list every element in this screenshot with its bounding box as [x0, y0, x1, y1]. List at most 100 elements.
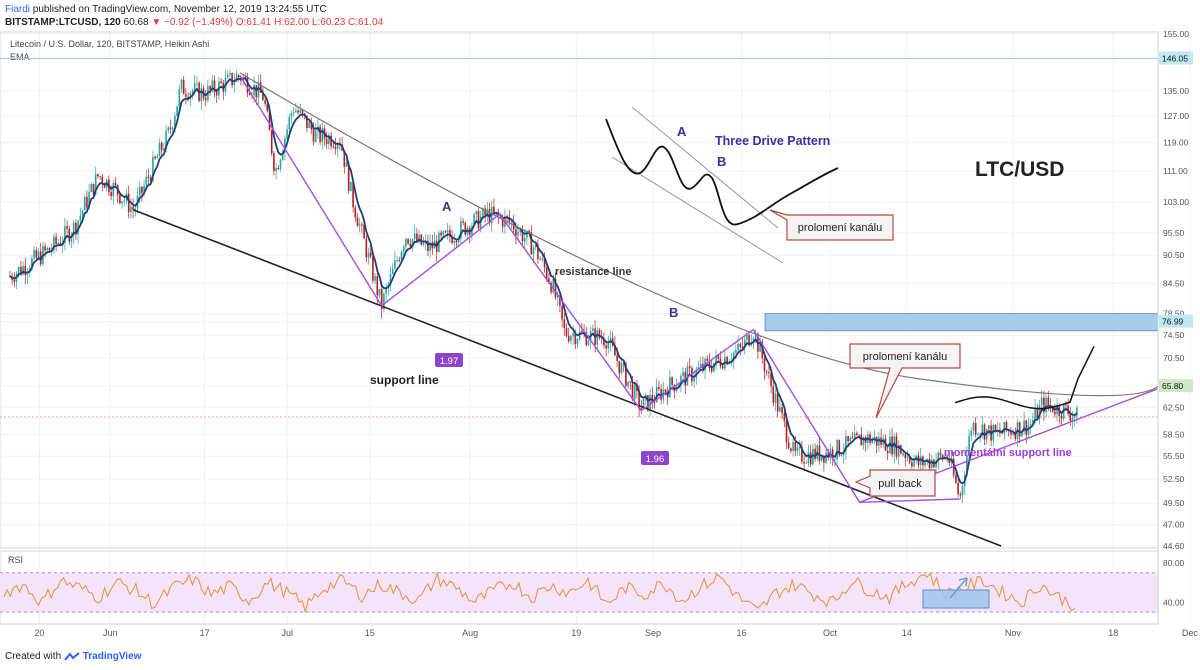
candle-319 [710, 367, 713, 372]
candle-99 [226, 74, 229, 78]
candle-352 [783, 413, 786, 421]
x-tick-5: Aug [462, 628, 478, 638]
chart-title: Litecoin / U.S. Dollar, 120, BITSTAMP, H… [10, 39, 209, 49]
candle-211 [473, 214, 475, 227]
candle-431 [957, 482, 959, 495]
candle-291 [649, 395, 651, 411]
candle-324 [721, 366, 724, 369]
candle-268 [598, 330, 601, 338]
candle-395 [878, 437, 880, 446]
candle-452 [1003, 421, 1006, 434]
last-price: 60.68 [123, 17, 149, 28]
candle-435 [966, 454, 968, 476]
candle-169 [380, 289, 383, 310]
candle-63 [147, 176, 150, 178]
candle-160 [361, 224, 363, 226]
candle-233 [521, 229, 524, 242]
candle-178 [400, 251, 403, 261]
candle-206 [462, 221, 464, 223]
candle-300 [669, 377, 671, 398]
tradingview-brand[interactable]: TradingView [82, 651, 142, 662]
price-tag-label-14: 65.80 [1162, 381, 1184, 391]
channel-upper [631, 106, 779, 229]
author-name[interactable]: Fiardi [5, 4, 31, 15]
candle-256 [572, 333, 574, 337]
candle-372 [827, 452, 830, 458]
candle-421 [935, 460, 937, 468]
y-tick-5: 111.00 [1163, 166, 1188, 176]
candle-159 [358, 224, 361, 227]
x-tick-6: 19 [571, 628, 581, 638]
resistance-zone [764, 313, 1159, 332]
x-tick-12: 18 [1108, 628, 1118, 638]
tradingview-logo-icon [64, 652, 80, 661]
candle-443 [983, 424, 986, 440]
candle-123 [279, 159, 282, 170]
candle-235 [526, 230, 528, 238]
candle-230 [515, 229, 517, 236]
candle-447 [992, 425, 995, 441]
candle-283 [631, 381, 634, 400]
candle-346 [770, 373, 772, 387]
candle-296 [660, 388, 662, 400]
publish-info: Fiardi published on TradingView.com, Nov… [5, 3, 327, 16]
candle-133 [301, 109, 304, 114]
candle-306 [682, 372, 684, 376]
candle-368 [818, 445, 821, 461]
candle-318 [708, 360, 711, 368]
callout-text-1: prolomení kanálu [798, 222, 882, 234]
candle-293 [653, 401, 656, 403]
candle-453 [1005, 421, 1008, 431]
candle-35 [86, 196, 88, 208]
candle-341 [759, 342, 761, 352]
candle-432 [959, 494, 962, 496]
y-tick-6: 103.00 [1163, 197, 1189, 207]
candle-430 [955, 475, 957, 483]
candle-67 [156, 156, 159, 159]
y-tick-21: 44.60 [1163, 541, 1185, 551]
rsi-arrow-head-icon [958, 577, 968, 587]
candle-199 [446, 230, 449, 233]
candle-42 [101, 176, 104, 184]
candle-139 [314, 130, 317, 142]
indicator-label: EMA [10, 52, 30, 62]
candle-76 [176, 106, 178, 116]
candle-311 [693, 377, 695, 382]
candle-476 [1056, 404, 1058, 415]
candle-448 [994, 425, 997, 432]
ema-line [9, 77, 1078, 485]
label-b-chart: B [669, 305, 678, 320]
x-tick-2: 17 [200, 628, 210, 638]
candle-148 [334, 146, 337, 149]
candle-158 [356, 217, 359, 227]
candle-440 [977, 433, 979, 435]
x-tick-0: 20 [34, 628, 44, 638]
candle-469 [1040, 397, 1043, 405]
candle-348 [774, 393, 777, 403]
y-tick-0: 155.00 [1163, 29, 1189, 39]
candle-237 [530, 232, 533, 255]
candle-244 [545, 267, 548, 279]
candle-286 [638, 390, 640, 409]
candle-137 [310, 121, 313, 130]
candle-295 [658, 387, 660, 389]
label-b-sketch: B [717, 154, 726, 169]
candle-282 [629, 381, 632, 383]
down-triangle-icon: ▼ [151, 17, 162, 28]
y-tick-13: 70.50 [1163, 353, 1185, 363]
ratio-badge-1 [435, 353, 463, 367]
ratio-label-1: 1.97 [440, 356, 459, 367]
candle-406 [902, 453, 904, 455]
candle-383 [851, 437, 854, 439]
price-change: −0.92 (−1.49%) [164, 17, 233, 28]
candle-362 [805, 462, 808, 464]
candle-357 [794, 441, 797, 451]
label-a-chart: A [442, 199, 452, 214]
ratio-label-2: 1.96 [646, 454, 665, 465]
annotations: LTC/USD Three Drive Pattern A B A B resi… [370, 124, 1072, 497]
candle-93 [213, 80, 216, 93]
candle-79 [182, 79, 185, 95]
candle-34 [83, 196, 86, 211]
candle-198 [444, 231, 447, 233]
